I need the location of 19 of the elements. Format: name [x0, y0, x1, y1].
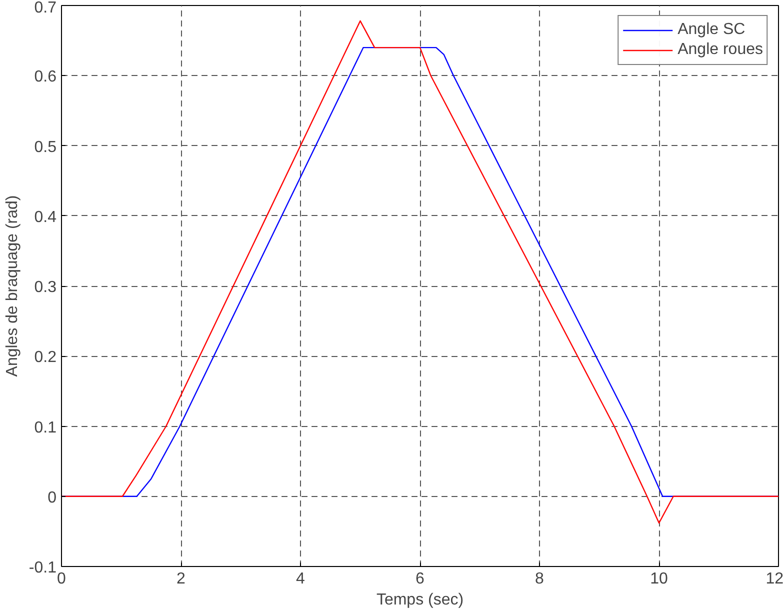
x-tick-label: 2 — [176, 570, 186, 588]
y-tick-label: 0.2 — [34, 349, 57, 366]
x-tick-label: 10 — [650, 570, 668, 588]
x-tick-label: 4 — [296, 570, 306, 588]
y-tick-label: 0.1 — [34, 419, 57, 436]
y-tick-label: -0.1 — [28, 560, 57, 576]
y-tick-label: 0.3 — [34, 279, 57, 296]
legend-label: Angle roues — [678, 41, 763, 59]
x-tick-label: 8 — [535, 570, 544, 588]
x-axis-title: Temps (sec) — [376, 592, 464, 608]
legend-label: Angle SC — [678, 21, 746, 39]
x-tick-label: 6 — [416, 570, 425, 588]
x-tick-label: 12 — [766, 570, 783, 588]
y-tick-label: 0 — [48, 489, 57, 506]
y-tick-label: 0.5 — [34, 138, 57, 156]
y-tick-label: 0.6 — [34, 68, 57, 86]
y-tick-label: 0.4 — [34, 208, 57, 226]
y-tick-label: 0.7 — [34, 0, 57, 16]
y-axis-title: Angles de braquage (rad) — [4, 195, 21, 377]
